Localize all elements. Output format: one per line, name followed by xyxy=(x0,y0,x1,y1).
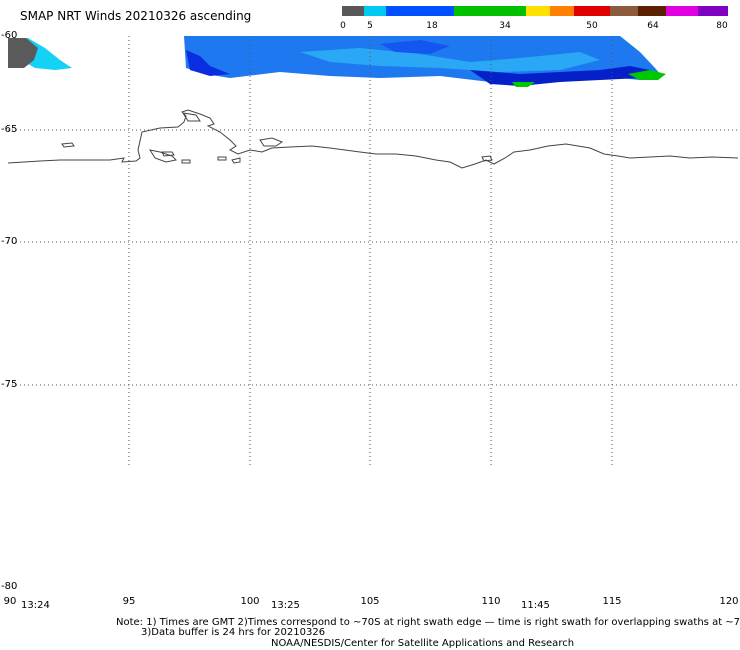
lon-label: 95 xyxy=(122,596,136,607)
lat-label: -60 xyxy=(1,30,18,41)
colorbar-segment xyxy=(574,6,610,16)
colorbar-segment xyxy=(698,6,728,16)
lon-label: 120 xyxy=(719,596,739,607)
colorbar-label: 0 xyxy=(340,21,346,31)
colorbar-segment xyxy=(550,6,574,16)
swath-deep-blue xyxy=(186,50,230,76)
colorbar-segment xyxy=(386,6,454,16)
colorbar-segment xyxy=(638,6,666,16)
coastline-island xyxy=(231,157,241,164)
colorbar-label: 18 xyxy=(426,21,438,31)
coastline-island xyxy=(181,112,201,122)
colorbar-segment xyxy=(526,6,550,16)
lon-label: 105 xyxy=(360,596,380,607)
colorbar-segment xyxy=(364,6,386,16)
lat-label: -80 xyxy=(1,581,18,592)
coastline-island xyxy=(61,142,75,148)
swath-green xyxy=(628,70,666,80)
note-line-2: 3)Data buffer is 24 hrs for 20210326 xyxy=(141,627,326,638)
swath-green xyxy=(512,82,535,87)
lat-label: -75 xyxy=(1,379,18,390)
colorbar-label: 34 xyxy=(499,21,511,31)
swath-deep-blue xyxy=(380,40,450,54)
note-line-1: Note: 1) Times are GMT 2)Times correspon… xyxy=(116,617,740,628)
coastline-island xyxy=(259,137,284,147)
lon-label: 110 xyxy=(481,596,501,607)
swath-deep-blue xyxy=(470,66,650,86)
lon-label: 115 xyxy=(602,596,622,607)
colorbar-label: 5 xyxy=(367,21,373,31)
swath-time-label: 13:25 xyxy=(271,600,300,611)
coastline-island xyxy=(181,159,191,164)
colorbar-segment xyxy=(342,6,364,16)
coastline-island xyxy=(481,155,493,162)
map-title: SMAP NRT Winds 20210326 ascending xyxy=(20,9,252,23)
coastline-island xyxy=(148,149,178,163)
swath-time-label: 11:45 xyxy=(521,600,550,611)
swath-light-blue xyxy=(300,48,600,72)
colorbar-label: 80 xyxy=(716,21,728,31)
colorbar-label: 50 xyxy=(586,21,598,31)
lon-label: 100 xyxy=(240,596,260,607)
graticule xyxy=(8,36,738,466)
lon-label: 90 xyxy=(3,596,17,607)
coastline xyxy=(7,109,739,169)
colorbar-segment xyxy=(610,6,638,16)
swath-time-label: 13:24 xyxy=(21,600,50,611)
colorbar-label: 64 xyxy=(647,21,659,31)
lat-label: -65 xyxy=(1,124,18,135)
wind-swath xyxy=(8,36,666,87)
credit-line: NOAA/NESDIS/Center for Satellite Applica… xyxy=(271,638,575,649)
lat-label: -70 xyxy=(1,236,18,247)
colorbar-segment xyxy=(666,6,698,16)
coastline-mainland xyxy=(7,109,739,169)
colorbar-segment xyxy=(454,6,526,16)
swath-left-gray xyxy=(8,38,38,68)
wind-speed-colorbar xyxy=(342,6,728,16)
coastline-island xyxy=(217,156,227,161)
coastline-island xyxy=(161,151,175,157)
